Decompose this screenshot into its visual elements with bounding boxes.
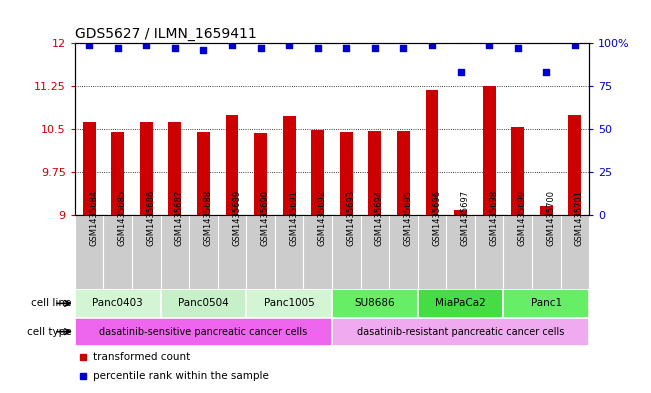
- Text: GSM1435698: GSM1435698: [489, 190, 498, 246]
- Bar: [246, 289, 332, 318]
- Text: GSM1435684: GSM1435684: [89, 190, 98, 246]
- Point: [570, 42, 580, 48]
- Text: MiaPaCa2: MiaPaCa2: [436, 298, 486, 309]
- Point: [456, 69, 466, 75]
- Bar: [197, 132, 210, 215]
- Text: GSM1435700: GSM1435700: [546, 190, 555, 246]
- Bar: [169, 122, 181, 215]
- Bar: [311, 130, 324, 215]
- Point: [284, 42, 294, 48]
- Text: GSM1435694: GSM1435694: [375, 190, 384, 246]
- Point: [113, 45, 123, 51]
- Text: GSM1435691: GSM1435691: [289, 190, 298, 246]
- Text: percentile rank within the sample: percentile rank within the sample: [93, 371, 269, 381]
- Point: [141, 42, 152, 48]
- Bar: [140, 122, 153, 215]
- Bar: [368, 130, 381, 215]
- Text: GSM1435696: GSM1435696: [432, 190, 441, 246]
- Text: GSM1435686: GSM1435686: [146, 190, 156, 246]
- Text: dasatinib-sensitive pancreatic cancer cells: dasatinib-sensitive pancreatic cancer ce…: [100, 327, 307, 337]
- Point: [170, 45, 180, 51]
- Text: GSM1435699: GSM1435699: [518, 190, 527, 246]
- Text: GDS5627 / ILMN_1659411: GDS5627 / ILMN_1659411: [75, 27, 256, 41]
- Text: GSM1435689: GSM1435689: [232, 190, 241, 246]
- Bar: [111, 132, 124, 215]
- Text: cell type: cell type: [27, 327, 72, 337]
- Text: Panc1005: Panc1005: [264, 298, 314, 309]
- Bar: [283, 116, 296, 215]
- Text: GSM1435688: GSM1435688: [203, 190, 212, 246]
- Point: [198, 47, 208, 53]
- Text: Panc0504: Panc0504: [178, 298, 229, 309]
- Bar: [332, 289, 418, 318]
- Bar: [483, 86, 495, 215]
- Text: Panc1: Panc1: [531, 298, 562, 309]
- Text: GSM1435693: GSM1435693: [346, 190, 355, 246]
- Bar: [226, 115, 238, 215]
- Bar: [503, 289, 589, 318]
- Point: [512, 45, 523, 51]
- Text: GSM1435690: GSM1435690: [260, 190, 270, 246]
- Bar: [418, 289, 503, 318]
- Bar: [332, 318, 589, 346]
- Bar: [426, 90, 438, 215]
- Text: GSM1435701: GSM1435701: [575, 190, 584, 246]
- Point: [484, 42, 494, 48]
- Bar: [568, 115, 581, 215]
- Text: GSM1435687: GSM1435687: [175, 190, 184, 246]
- Bar: [340, 132, 353, 215]
- Point: [427, 42, 437, 48]
- Point: [541, 69, 551, 75]
- Point: [370, 45, 380, 51]
- Text: Panc0403: Panc0403: [92, 298, 143, 309]
- Bar: [454, 210, 467, 215]
- Bar: [75, 289, 161, 318]
- Point: [227, 42, 237, 48]
- Point: [341, 45, 352, 51]
- Text: GSM1435692: GSM1435692: [318, 190, 327, 246]
- Text: SU8686: SU8686: [355, 298, 395, 309]
- Bar: [511, 127, 524, 215]
- Text: GSM1435695: GSM1435695: [404, 190, 413, 246]
- Bar: [397, 130, 410, 215]
- Bar: [254, 134, 267, 215]
- Point: [255, 45, 266, 51]
- Text: transformed count: transformed count: [93, 352, 190, 362]
- Bar: [161, 289, 246, 318]
- Point: [312, 45, 323, 51]
- Text: GSM1435685: GSM1435685: [118, 190, 127, 246]
- Bar: [83, 122, 96, 215]
- Point: [84, 42, 94, 48]
- Text: dasatinib-resistant pancreatic cancer cells: dasatinib-resistant pancreatic cancer ce…: [357, 327, 564, 337]
- Text: GSM1435697: GSM1435697: [461, 190, 469, 246]
- Bar: [540, 206, 553, 215]
- Point: [398, 45, 409, 51]
- Bar: [75, 318, 332, 346]
- Text: cell line: cell line: [31, 298, 72, 309]
